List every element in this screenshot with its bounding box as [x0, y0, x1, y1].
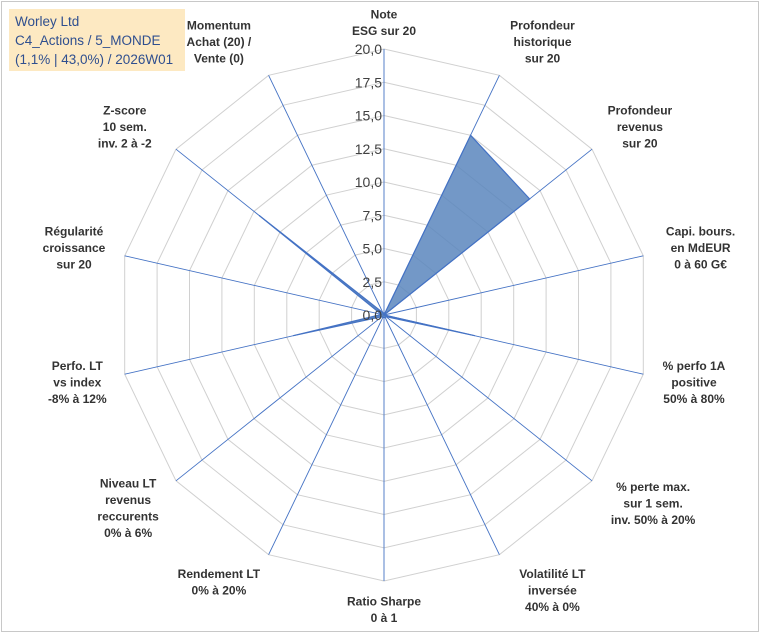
axis-spoke-5: [383, 314, 593, 482]
axis-label-9-line-3: 0% à 6%: [104, 526, 152, 540]
axis-label-8-line-0: Rendement LT: [178, 567, 261, 581]
axis-label-1: Profondeur historique sur 20: [510, 19, 575, 66]
axis-label-7-line-1: 0 à 1: [371, 611, 398, 625]
axis-label-1-line-1: historique: [513, 35, 571, 49]
axis-label-0: Note ESG sur 20: [352, 8, 416, 39]
axis-label-3-line-2: 0 à 60 G€: [674, 258, 727, 272]
axis-label-6: Volatilité LT inversée 40% à 0%: [519, 567, 586, 614]
radar-tick-labels: 0,0 2,5 5,0 7,5 10,0 12,5 15,0 17,5 20,0: [355, 41, 382, 323]
tick-label-7: 17,5: [355, 74, 382, 90]
axis-label-2: Profondeur revenus sur 20: [608, 103, 673, 150]
axis-label-3-line-0: Capi. bours.: [666, 225, 735, 239]
axis-label-13-line-2: Vente (0): [194, 52, 244, 66]
series-area-0: [258, 134, 531, 337]
axis-label-0-line-0: Note: [371, 8, 398, 22]
axis-label-13-line-0: Momentum: [187, 19, 251, 33]
axis-label-5-line-2: inv. 50% à 20%: [611, 513, 696, 527]
axis-spoke-8: [268, 314, 385, 555]
tick-label-2: 5,0: [363, 241, 383, 257]
axis-label-6-line-0: Volatilité LT: [519, 567, 586, 581]
axis-label-12-line-1: 10 sem.: [103, 120, 147, 134]
axis-label-3: Capi. bours. en MdEUR 0 à 60 G€: [666, 225, 735, 272]
axis-label-11-line-2: sur 20: [56, 258, 92, 272]
tick-label-6: 15,0: [355, 108, 382, 124]
axis-spoke-6: [383, 314, 500, 555]
axis-label-2-line-1: revenus: [617, 120, 663, 134]
chart-title-box: Worley Ltd C4_Actions / 5_MONDE (1,1% | …: [9, 9, 185, 71]
tick-label-8: 20,0: [355, 41, 382, 57]
axis-label-11-line-0: Régularité: [45, 225, 104, 239]
axis-label-7-line-0: Ratio Sharpe: [347, 595, 421, 609]
axis-label-12-line-0: Z-score: [103, 103, 147, 117]
title-stats: (1,1% | 43,0%) / 2026W01: [15, 52, 174, 67]
axis-label-1-line-0: Profondeur: [510, 19, 575, 33]
tick-label-1: 2,5: [363, 274, 383, 290]
axis-label-3-line-1: en MdEUR: [671, 241, 731, 255]
axis-label-5-line-0: % perte max.: [616, 480, 690, 494]
axis-label-12-line-2: inv. 2 à -2: [98, 136, 152, 150]
axis-label-7: Ratio Sharpe 0 à 1: [347, 595, 421, 626]
axis-spoke-3: [383, 255, 644, 316]
radar-axis-labels: Note ESG sur 20 Profondeur historique sur 20…: [43, 8, 736, 626]
axis-label-9-line-1: revenus: [105, 493, 151, 507]
tick-label-4: 10,0: [355, 174, 382, 190]
axis-label-4-line-0: % perfo 1A: [663, 359, 726, 373]
axis-label-2-line-2: sur 20: [622, 136, 658, 150]
axis-label-5: % perte max. sur 1 sem. inv. 50% à 20%: [611, 480, 696, 527]
axis-label-2-line-0: Profondeur: [608, 103, 673, 117]
axis-label-10-line-2: -8% à 12%: [48, 392, 107, 406]
axis-label-6-line-1: inversée: [528, 583, 577, 597]
axis-spoke-9: [175, 314, 385, 482]
axis-label-0-line-1: ESG sur 20: [352, 24, 416, 38]
axis-label-12: Z-score 10 sem. inv. 2 à -2: [98, 103, 152, 150]
axis-label-5-line-1: sur 1 sem.: [623, 497, 682, 511]
axis-label-6-line-2: 40% à 0%: [525, 600, 580, 614]
axis-label-1-line-2: sur 20: [525, 52, 561, 66]
axis-label-9-line-0: Niveau LT: [100, 477, 157, 491]
tick-label-5: 12,5: [355, 141, 382, 157]
radar-series: [258, 134, 531, 337]
axis-spoke-11: [124, 255, 385, 316]
axis-label-9-line-2: reccurents: [97, 510, 159, 524]
tick-label-0: 0,0: [363, 307, 383, 323]
axis-label-4-line-1: positive: [671, 376, 717, 390]
axis-label-13-line-1: Achat (20) /: [187, 35, 252, 49]
axis-label-8-line-1: 0% à 20%: [192, 583, 247, 597]
tick-label-3: 7,5: [363, 207, 383, 223]
axis-label-10-line-1: vs index: [53, 376, 101, 390]
axis-label-4: % perfo 1A positive 50% à 80%: [663, 359, 726, 406]
axis-label-10-line-0: Perfo. LT: [52, 359, 104, 373]
axis-spoke-13: [268, 75, 385, 316]
axis-label-13: Momentum Achat (20) / Vente (0): [187, 19, 252, 66]
axis-label-8: Rendement LT 0% à 20%: [178, 567, 261, 598]
title-company: Worley Ltd: [15, 14, 80, 29]
axis-label-10: Perfo. LT vs index -8% à 12%: [48, 359, 107, 406]
title-category: C4_Actions / 5_MONDE: [15, 33, 161, 48]
axis-label-9: Niveau LT revenus reccurents 0% à 6%: [97, 477, 159, 540]
axis-label-11-line-1: croissance: [43, 241, 106, 255]
axis-label-4-line-2: 50% à 80%: [663, 392, 725, 406]
axis-label-11: Régularité croissance sur 20: [43, 225, 106, 272]
